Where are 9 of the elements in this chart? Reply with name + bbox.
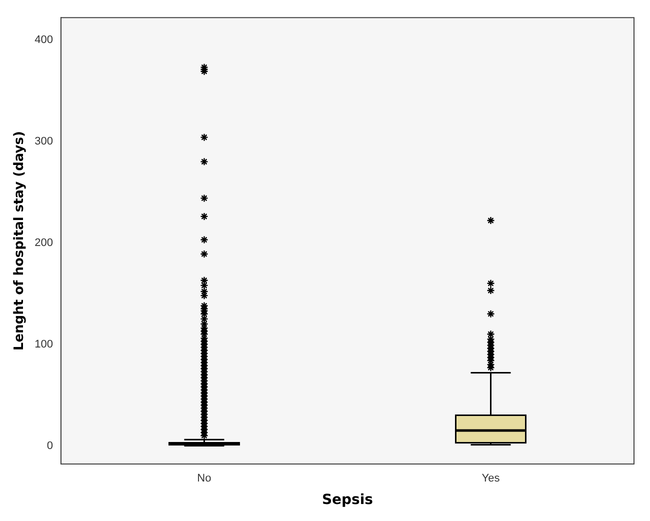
y-tick-label: 200 [34,236,53,249]
y-tick-label: 100 [34,338,53,350]
y-tick-label: 400 [34,34,53,46]
x-tick-label: Yes [482,472,500,485]
y-tick-label: 300 [34,135,53,148]
x-axis-title: Sepsis [322,492,374,508]
y-axis-title: Lenght of hospital stay (days) [12,131,28,351]
y-tick-label: 0 [46,440,53,452]
x-tick-label: No [197,472,212,485]
